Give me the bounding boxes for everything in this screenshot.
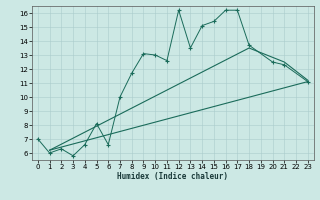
X-axis label: Humidex (Indice chaleur): Humidex (Indice chaleur) [117, 172, 228, 181]
